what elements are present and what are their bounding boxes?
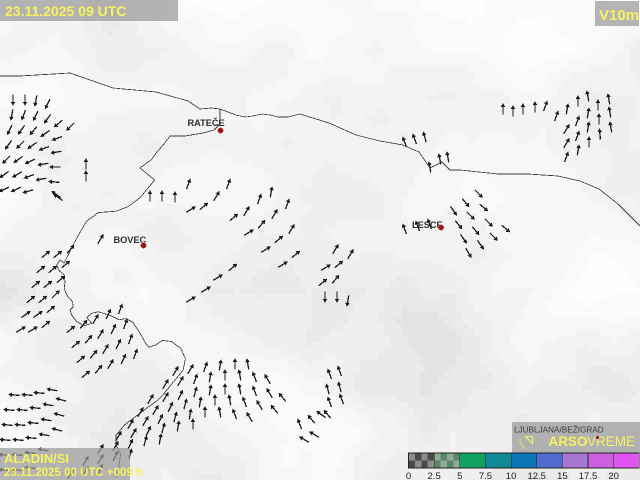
svg-text:23.11.2025 00 UTC +009 h: 23.11.2025 00 UTC +009 h [4,467,143,479]
svg-text:10: 10 [506,471,517,480]
svg-text:ALADIN/SI: ALADIN/SI [4,451,69,466]
svg-text:ARSO: ARSO [549,434,588,449]
svg-text:12.5: 12.5 [527,471,546,480]
svg-text:7.5: 7.5 [479,471,492,480]
svg-text:23.11.2025 09 UTC: 23.11.2025 09 UTC [5,3,126,19]
svg-text:17.5: 17.5 [579,471,598,480]
svg-text:5: 5 [457,471,462,480]
svg-text:RATEČE: RATEČE [188,117,225,128]
svg-text:LJUBLJANA/BEŽIGRAD: LJUBLJANA/BEŽIGRAD [514,425,604,435]
svg-text:2.5: 2.5 [428,471,441,480]
svg-text:V10m: V10m [599,7,639,24]
svg-text:15: 15 [557,471,568,480]
svg-text:20: 20 [608,471,619,480]
svg-text:VREME: VREME [587,434,635,449]
svg-text:0: 0 [406,471,411,480]
